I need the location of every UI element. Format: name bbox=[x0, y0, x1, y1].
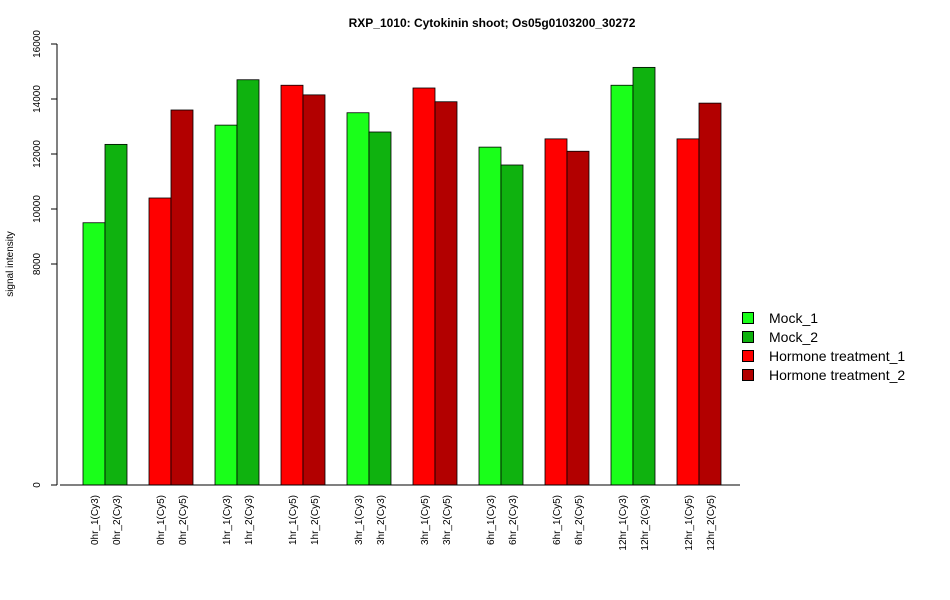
x-tick-label: 6hr_1(Cy3) bbox=[486, 495, 497, 545]
bar bbox=[148, 197, 172, 486]
legend-label: Mock_1 bbox=[769, 309, 819, 326]
bar bbox=[346, 112, 370, 486]
x-tick-label: 12hr_1(Cy3) bbox=[618, 495, 629, 551]
y-tick-label: 16000 bbox=[32, 30, 43, 58]
x-tick-label: 1hr_2(Cy3) bbox=[244, 495, 255, 545]
y-axis-label: signal intensity bbox=[5, 231, 16, 297]
bar bbox=[676, 138, 700, 486]
bar bbox=[610, 84, 634, 486]
bar bbox=[302, 94, 326, 486]
bar bbox=[104, 143, 128, 486]
bar bbox=[500, 164, 524, 486]
x-tick-label: 0hr_1(Cy3) bbox=[90, 495, 101, 545]
x-tick-label: 1hr_2(Cy5) bbox=[310, 495, 321, 545]
bar bbox=[434, 101, 458, 486]
bar bbox=[280, 84, 304, 486]
legend-swatch-mock-1 bbox=[742, 311, 754, 324]
x-tick-labels: 0hr_1(Cy3) 0hr_2(Cy3) 0hr_1(Cy5) 0hr_2(Cy5)… bbox=[90, 495, 717, 551]
legend-label: Hormone treatment_2 bbox=[769, 366, 906, 383]
x-tick-label: 0hr_2(Cy3) bbox=[112, 495, 123, 545]
bar bbox=[214, 124, 238, 486]
y-tick-label: 8000 bbox=[32, 252, 43, 275]
legend-swatch-hormone-1 bbox=[742, 349, 754, 362]
legend-item-hormone-1: Hormone treatment_1 bbox=[742, 346, 905, 365]
x-tick-label: 6hr_2(Cy5) bbox=[574, 495, 585, 545]
bar bbox=[368, 131, 392, 486]
legend-swatch-hormone-2 bbox=[742, 368, 754, 381]
x-tick-label: 3hr_1(Cy3) bbox=[354, 495, 365, 545]
x-tick-label: 0hr_2(Cy5) bbox=[178, 495, 189, 545]
bars bbox=[82, 66, 722, 486]
x-tick-label: 12hr_1(Cy5) bbox=[684, 495, 695, 551]
x-tick-label: 12hr_2(Cy3) bbox=[640, 495, 651, 551]
legend-swatch-mock-2 bbox=[742, 330, 754, 343]
y-tick-label: 12000 bbox=[32, 140, 43, 168]
x-tick-label: 3hr_1(Cy5) bbox=[420, 495, 431, 545]
bar bbox=[632, 66, 656, 486]
x-tick-label: 12hr_2(Cy5) bbox=[706, 495, 717, 551]
x-tick-label: 1hr_1(Cy5) bbox=[288, 495, 299, 545]
bar bbox=[236, 79, 260, 486]
x-tick-label: 6hr_2(Cy3) bbox=[508, 495, 519, 545]
y-tick-label: 0 bbox=[32, 482, 43, 488]
legend-label: Hormone treatment_1 bbox=[769, 347, 906, 364]
y-axis: 0 8000 10000 12000 14000 16000 bbox=[32, 30, 58, 488]
x-tick-label: 3hr_2(Cy5) bbox=[442, 495, 453, 545]
bar bbox=[698, 102, 722, 486]
legend-item-hormone-2: Hormone treatment_2 bbox=[742, 365, 905, 384]
chart-title: RXP_1010: Cytokinin shoot; Os05g0103200_… bbox=[349, 16, 636, 30]
x-tick-label: 3hr_2(Cy3) bbox=[376, 495, 387, 545]
bar bbox=[412, 87, 436, 486]
legend-item-mock-2: Mock_2 bbox=[742, 327, 905, 346]
y-tick-label: 14000 bbox=[32, 85, 43, 113]
bar bbox=[566, 150, 590, 486]
bar bbox=[170, 109, 194, 486]
x-tick-label: 1hr_1(Cy3) bbox=[222, 495, 233, 545]
y-tick-label: 10000 bbox=[32, 195, 43, 223]
bar bbox=[478, 146, 502, 486]
legend-item-mock-1: Mock_1 bbox=[742, 308, 905, 327]
x-tick-label: 0hr_1(Cy5) bbox=[156, 495, 167, 545]
bar bbox=[544, 138, 568, 486]
legend: Mock_1 Mock_2 Hormone treatment_1 Hormon… bbox=[742, 308, 905, 384]
x-tick-label: 6hr_1(Cy5) bbox=[552, 495, 563, 545]
legend-label: Mock_2 bbox=[769, 328, 819, 345]
bar bbox=[82, 222, 106, 486]
